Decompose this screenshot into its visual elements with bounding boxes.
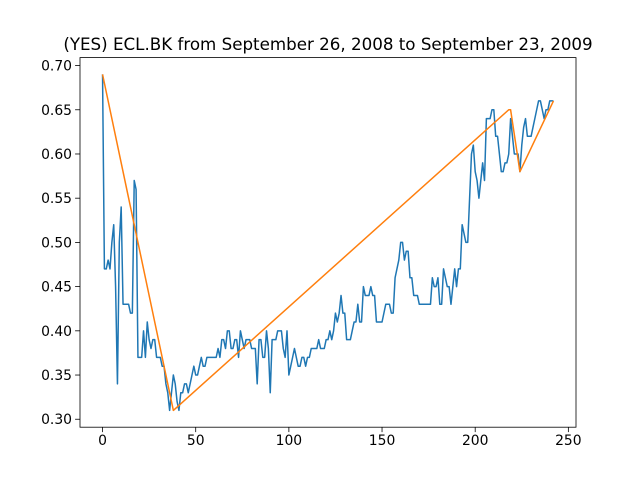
x-tick-label: 150 <box>369 433 396 449</box>
y-tick-label: 0.40 <box>41 324 72 340</box>
y-tick-label: 0.30 <box>41 412 72 428</box>
y-tick-label: 0.35 <box>41 368 72 384</box>
x-tick-label: 50 <box>187 433 205 449</box>
y-tick-label: 0.45 <box>41 280 72 296</box>
y-tick-label: 0.55 <box>41 191 72 207</box>
y-tick-label: 0.65 <box>41 103 72 119</box>
y-tick-label: 0.50 <box>41 235 72 251</box>
y-tick-label: 0.70 <box>41 59 72 75</box>
plot-frame <box>79 57 577 428</box>
y-tick-label: 0.60 <box>41 147 72 163</box>
line-series <box>101 74 554 412</box>
chart-title: (YES) ECL.BK from September 26, 2008 to … <box>63 34 592 54</box>
x-tick-label: 250 <box>555 433 582 449</box>
x-tick-label: 200 <box>462 433 489 449</box>
x-tick-label: 100 <box>276 433 303 449</box>
line-series <box>101 74 555 412</box>
x-tick-label: 0 <box>98 433 107 449</box>
